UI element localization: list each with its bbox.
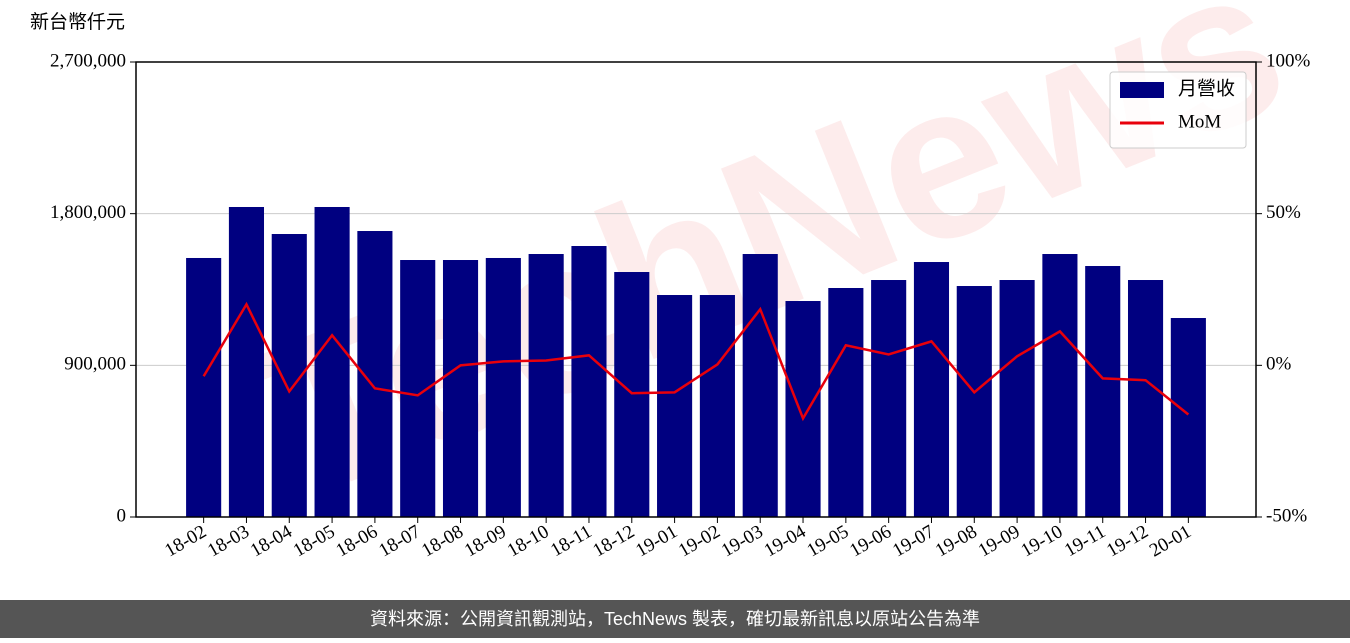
x-tick-label: 18-10 xyxy=(504,521,553,561)
y-tick-label: 1,800,000 xyxy=(50,202,126,223)
x-tick-label: 19-04 xyxy=(761,521,810,562)
x-tick-label: 20-01 xyxy=(1146,521,1195,561)
y2-tick-label: -50% xyxy=(1266,505,1307,526)
bar xyxy=(699,295,735,517)
legend-label: 月營收 xyxy=(1178,77,1235,99)
bar xyxy=(485,257,521,517)
bar xyxy=(186,257,222,517)
bar xyxy=(956,286,992,517)
bar xyxy=(828,288,864,517)
bar xyxy=(571,246,607,517)
bar xyxy=(528,254,564,517)
x-tick-label: 19-07 xyxy=(889,521,938,561)
x-tick-label: 19-11 xyxy=(1061,521,1109,561)
footer-bar xyxy=(0,600,1350,638)
x-tick-label: 19-06 xyxy=(846,521,895,561)
x-tick-label: 19-05 xyxy=(803,521,852,561)
y-tick-label: 2,700,000 xyxy=(50,50,126,71)
bar xyxy=(228,206,265,517)
x-tick-label: 19-03 xyxy=(718,521,767,561)
y-tick-label: 0 xyxy=(117,505,127,526)
mom-line xyxy=(202,301,1190,422)
x-tick-label: 18-11 xyxy=(547,521,595,561)
bar xyxy=(871,280,907,517)
legend-swatch xyxy=(1120,82,1164,98)
bar xyxy=(442,260,479,517)
plot-frame xyxy=(135,61,1257,518)
y2-tick-label: 100% xyxy=(1266,50,1311,71)
bar xyxy=(1085,266,1121,517)
x-tick-label: 18-04 xyxy=(247,521,296,562)
bar xyxy=(657,295,693,517)
footer: 資料來源：公開資訊觀測站，TechNews 製表，確切最新訊息以原站公告為準 xyxy=(370,609,980,629)
bar xyxy=(785,301,821,517)
bar xyxy=(614,272,650,517)
bar xyxy=(1127,280,1164,517)
legend-label: MoM xyxy=(1178,111,1221,132)
bar xyxy=(913,262,950,517)
x-tick-label: 18-03 xyxy=(204,521,253,561)
x-tick-label: 19-09 xyxy=(975,521,1024,561)
x-tick-label: 19-10 xyxy=(1018,521,1067,561)
bar xyxy=(400,260,436,517)
x-tick-label: 18-07 xyxy=(375,521,424,561)
legend: 月營收 MoM xyxy=(1109,71,1247,149)
bar xyxy=(314,206,350,517)
x-tick-label: 19-08 xyxy=(932,521,981,561)
x-tick-label: 19-02 xyxy=(675,521,724,561)
x-tick-label: 18-02 xyxy=(161,521,210,561)
x-tick-label: 18-12 xyxy=(589,521,638,561)
x-tick-label: 19-12 xyxy=(1103,521,1152,561)
x-tick-label: 19-01 xyxy=(632,521,681,561)
y2-tick-label: 0% xyxy=(1266,354,1292,375)
y-axis-label: 新台幣仟元 xyxy=(30,11,125,33)
bar xyxy=(999,280,1035,517)
bar xyxy=(1042,254,1078,517)
y2-tick-label: 50% xyxy=(1266,202,1301,223)
y-tick-label: 900,000 xyxy=(64,354,126,375)
bar xyxy=(1170,318,1206,517)
x-tick-label: 18-09 xyxy=(461,521,510,561)
x-tick-label: 18-08 xyxy=(418,521,467,561)
bar xyxy=(742,254,778,517)
